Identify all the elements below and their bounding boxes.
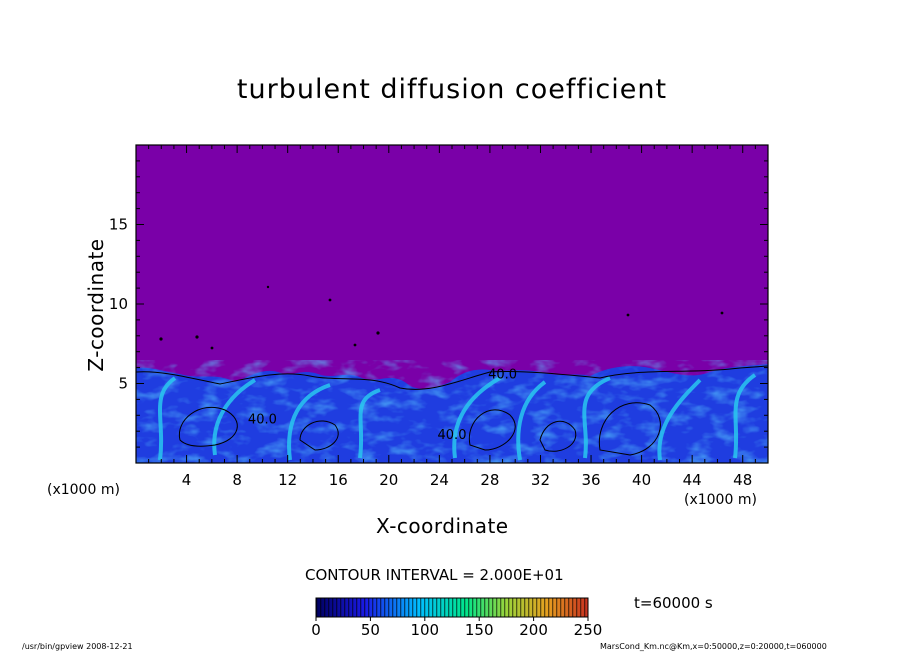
- contour-interval-label: CONTOUR INTERVAL = 2.000E+01: [305, 566, 564, 584]
- turbulence-texture: [136, 360, 768, 463]
- colorbar-frame: [315, 597, 589, 618]
- footer-command: /usr/bin/gpview 2008-12-21: [22, 642, 133, 651]
- x-tick-label: 40: [632, 471, 651, 489]
- x-tick-label: 12: [278, 471, 297, 489]
- x-tick-label: 28: [480, 471, 499, 489]
- colorbar-tick-label: 150: [465, 621, 494, 639]
- y-axis-label: Z-coordinate: [84, 238, 108, 372]
- x-tick-label: 24: [430, 471, 449, 489]
- x-tick-label: 8: [232, 471, 242, 489]
- chart-title: turbulent diffusion coefficient: [236, 74, 668, 105]
- convective-plumes: [158, 373, 757, 461]
- x-tick-label: 32: [531, 471, 550, 489]
- x-unit-label-right: (x1000 m): [684, 492, 757, 508]
- x-ticks: 4 8 12 16 20 24 28 32 36 40 44 48: [148, 145, 756, 489]
- contour-label: 40.0: [438, 428, 467, 443]
- contour-label: 40.0: [488, 368, 517, 383]
- x-axis-label: X-coordinate: [376, 514, 509, 538]
- colorbar-tick-label: 50: [361, 621, 380, 639]
- y-tick-label: 15: [109, 216, 128, 234]
- contour-lines: [136, 365, 768, 456]
- y-ticks: 5 10 15: [109, 160, 768, 448]
- x-tick-label: 16: [329, 471, 348, 489]
- y-tick-label: 10: [109, 295, 128, 313]
- x-tick-label: 20: [379, 471, 398, 489]
- y-tick-label: 5: [118, 375, 128, 393]
- colorbar-tick-label: 100: [410, 621, 439, 639]
- time-label: t=60000 s: [634, 594, 713, 612]
- colorbar-ticks: 0 50 100 150 200 250: [311, 617, 602, 639]
- contour-label: 40.0: [248, 412, 277, 427]
- x-tick-label: 44: [683, 471, 702, 489]
- colorbar-tick-label: 250: [574, 621, 603, 639]
- x-tick-label: 4: [182, 471, 192, 489]
- colorbar-stripes: [316, 598, 588, 617]
- x-unit-label-left: (x1000 m): [47, 482, 120, 498]
- colorbar-tick-label: 0: [311, 621, 321, 639]
- colorbar-tick-label: 200: [519, 621, 548, 639]
- x-tick-label: 48: [733, 471, 752, 489]
- contour-labels: 40.0 40.0 40.0: [248, 368, 517, 443]
- footer-dataset: MarsCond_Km.nc@Km,x=0:50000,z=0:20000,t=…: [600, 642, 827, 651]
- colorbar: 0 50 100 150 200 250: [311, 597, 602, 639]
- contour-specks: [159, 285, 724, 350]
- x-tick-label: 36: [581, 471, 600, 489]
